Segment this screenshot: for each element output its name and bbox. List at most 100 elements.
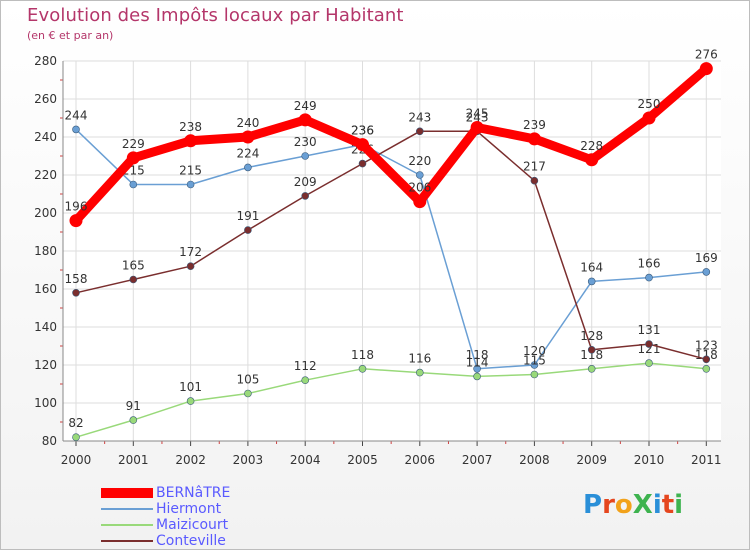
data-point-conteville <box>587 345 596 354</box>
data-label-conteville: 243 <box>408 110 431 124</box>
data-label-maizicourt: 116 <box>408 352 431 366</box>
data-label-conteville: 191 <box>236 209 259 223</box>
y-tick-label: 160 <box>34 282 57 296</box>
legend-swatch-bernatre <box>101 488 153 498</box>
data-label-hiermont: 230 <box>294 135 317 149</box>
data-label-maizicourt: 105 <box>236 373 259 387</box>
y-tick-label: 240 <box>34 130 57 144</box>
logo-letter: P <box>583 490 603 520</box>
y-tick-label: 260 <box>34 92 57 106</box>
y-tick-label: 120 <box>34 358 57 372</box>
data-point-hiermont <box>645 273 653 282</box>
data-label-conteville: 131 <box>638 323 661 337</box>
data-label-berntre: 276 <box>695 48 718 62</box>
proxiti-logo: ProXiti <box>583 490 683 520</box>
data-point-hiermont <box>301 152 310 160</box>
data-point-berntre <box>356 138 369 152</box>
data-point-maizicourt <box>129 416 138 424</box>
data-label-hiermont: 166 <box>638 257 661 271</box>
data-point-maizicourt <box>72 433 80 442</box>
data-point-hiermont <box>415 171 424 179</box>
data-point-berntre <box>184 134 198 148</box>
x-tick-label: 2002 <box>175 453 206 467</box>
data-point-berntre <box>241 130 255 144</box>
series-line-maizicourt <box>75 362 707 438</box>
data-point-conteville <box>301 192 310 200</box>
chart-subtitle: (en € et par an) <box>27 29 114 42</box>
x-tick-label: 2000 <box>61 453 92 467</box>
data-point-hiermont <box>702 268 711 276</box>
data-point-maizicourt <box>415 368 424 377</box>
series-line-hiermont <box>75 128 707 370</box>
x-tick-label: 2003 <box>233 453 264 467</box>
data-label-conteville: 128 <box>580 329 603 343</box>
data-point-maizicourt <box>473 372 481 381</box>
data-label-berntre: 196 <box>65 200 88 214</box>
data-label-hiermont: 215 <box>179 164 202 178</box>
data-label-conteville: 209 <box>294 175 317 189</box>
data-label-berntre: 239 <box>523 118 546 132</box>
logo-letter: i <box>674 490 684 520</box>
chart-title: Evolution des Impôts locaux par Habitant <box>27 5 404 26</box>
y-tick-label: 280 <box>34 54 57 68</box>
data-point-hiermont <box>244 163 252 172</box>
data-point-hiermont <box>72 125 80 134</box>
data-point-conteville <box>72 288 80 297</box>
data-point-conteville <box>702 355 711 364</box>
data-label-berntre: 238 <box>179 120 202 134</box>
y-tick-label: 140 <box>34 320 57 334</box>
data-point-maizicourt <box>645 359 653 367</box>
data-point-hiermont <box>473 364 481 373</box>
x-tick-label: 2010 <box>634 453 665 467</box>
legend-swatch-hiermont <box>101 508 153 510</box>
legend-label-bernatre: BERNâTRE <box>156 485 231 501</box>
data-label-maizicourt: 115 <box>523 354 546 368</box>
logo-letter: o <box>614 490 633 520</box>
data-label-maizicourt: 118 <box>580 348 603 362</box>
x-tick-label: 2011 <box>691 453 722 467</box>
data-point-hiermont <box>587 277 596 286</box>
data-point-conteville <box>186 262 195 271</box>
data-label-hiermont: 236 <box>351 124 374 138</box>
data-point-berntre <box>69 214 83 228</box>
data-point-berntre <box>699 62 713 76</box>
data-label-berntre: 206 <box>408 181 431 195</box>
data-point-maizicourt <box>244 389 252 398</box>
data-point-hiermont <box>530 361 539 369</box>
data-point-hiermont <box>129 180 138 189</box>
data-point-berntre <box>527 132 541 146</box>
data-label-conteville: 243 <box>466 110 489 124</box>
data-point-berntre <box>470 121 484 134</box>
data-point-hiermont <box>186 180 195 189</box>
data-label-maizicourt: 91 <box>126 399 141 413</box>
data-label-hiermont: 220 <box>408 154 431 168</box>
data-label-hiermont: 224 <box>236 146 259 160</box>
x-tick-label: 2009 <box>576 453 607 467</box>
y-tick-label: 100 <box>34 396 57 410</box>
data-label-berntre: 236 <box>351 124 374 138</box>
data-point-maizicourt <box>301 376 310 385</box>
y-tick-label: 80 <box>42 434 57 448</box>
data-label-maizicourt: 118 <box>351 348 374 362</box>
y-tick-label: 200 <box>34 206 57 220</box>
y-tick-label: 180 <box>34 244 57 258</box>
data-label-hiermont: 120 <box>523 344 546 358</box>
data-label-conteville: 123 <box>695 338 718 352</box>
data-label-berntre: 245 <box>466 107 489 121</box>
x-tick-label: 2008 <box>519 453 550 467</box>
data-label-maizicourt: 114 <box>466 355 489 369</box>
data-label-hiermont: 244 <box>65 108 88 122</box>
legend-swatch-conteville <box>101 540 153 542</box>
x-tick-label: 2005 <box>347 453 378 467</box>
data-label-berntre: 250 <box>638 97 661 111</box>
data-label-berntre: 240 <box>236 116 259 130</box>
legend-label-hiermont: Hiermont <box>156 501 222 517</box>
series-line-berntre <box>72 65 710 224</box>
legend-label-maizicourt: Maizicourt <box>156 517 229 533</box>
data-point-berntre <box>298 113 312 127</box>
x-tick-label: 2004 <box>290 453 321 467</box>
series-line-conteville <box>75 130 707 361</box>
data-point-conteville <box>415 127 424 136</box>
data-point-berntre <box>126 151 140 165</box>
